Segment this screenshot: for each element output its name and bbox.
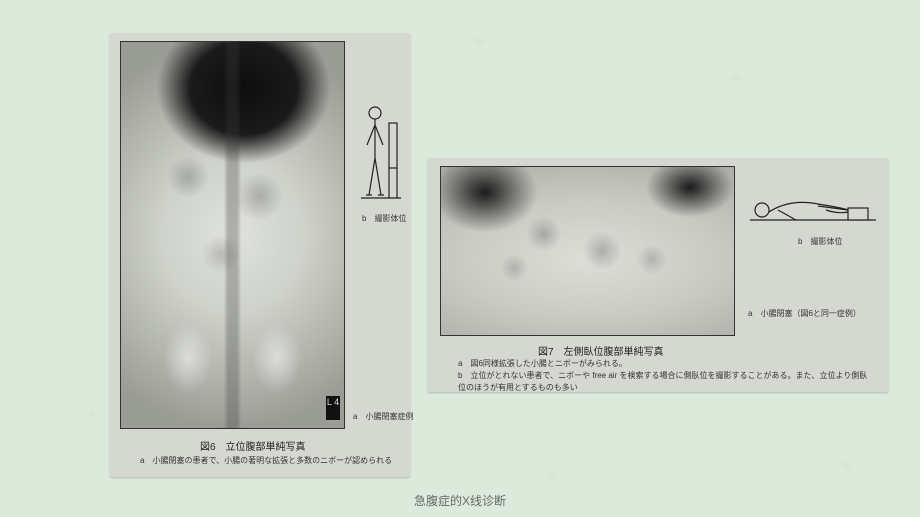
left-xray-image: L 4 [120,41,345,429]
left-diagram-label-b: b 撮影体位 [362,213,406,224]
xray-marker-tag: L 4 [326,396,340,420]
right-figure-note-b: b 立位がとれない患者で、ニボーや free air を検索する場合に側臥位を撮… [458,370,873,394]
right-scan-page: b 撮影体位 a 小腸閉塞（図6と同一症例） 図7 左側臥位腹部単純写真 a 図… [428,158,888,392]
left-scan-page: L 4 b 撮影体位 a 小腸閉塞症例 図6 立位腹部単純写真 a 小腸閉塞の患… [110,33,410,477]
standing-position-diagram [353,103,403,203]
right-diagram-label-b: b 撮影体位 [798,236,842,247]
right-figure-note-a: a 図6同様拡張した小腸とニボーがみられる。 [458,358,873,370]
lateral-position-diagram [748,170,878,230]
right-xray-image [440,166,735,336]
slide-footer: 急腹症的X线诊断 [0,492,920,509]
left-figure-note-a: a 小腸閉塞の患者で、小腸の著明な拡張と多数のニボーが認められる [140,455,395,467]
left-side-label-a: a 小腸閉塞症例 [353,411,413,422]
right-side-label-a: a 小腸閉塞（図6と同一症例） [748,308,861,319]
right-figure-title: 図7 左側臥位腹部単純写真 [538,343,664,358]
left-figure-title: 図6 立位腹部単純写真 [200,438,306,453]
